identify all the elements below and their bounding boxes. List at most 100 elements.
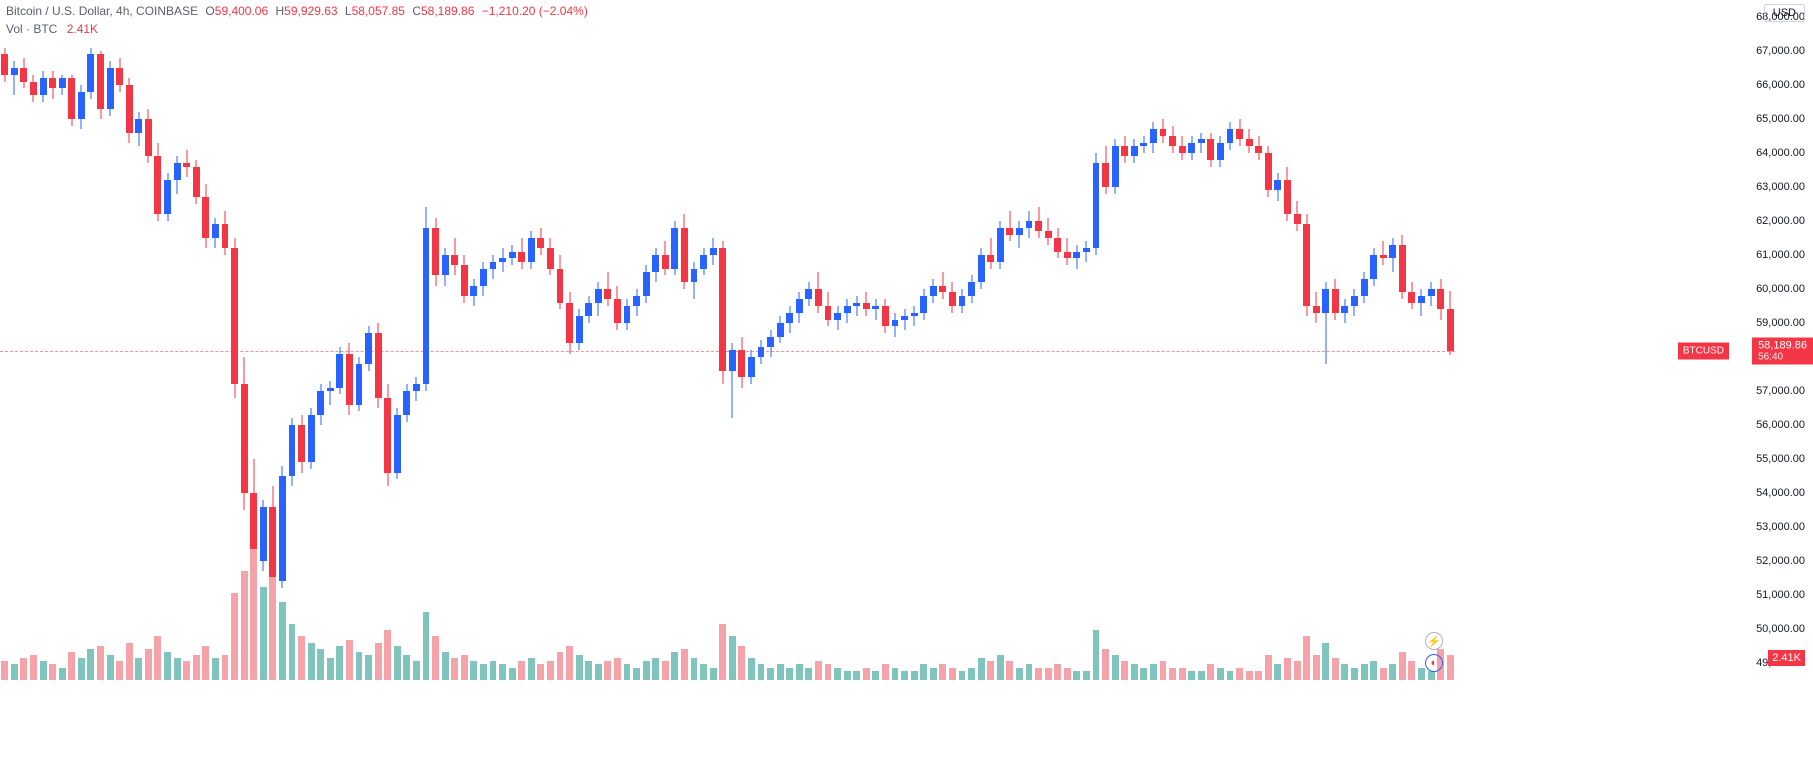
volume-bar [490, 661, 497, 680]
volume-bar [1303, 636, 1310, 680]
y-tick-label: 50,000.00 [1756, 623, 1805, 635]
volume-bar [327, 658, 334, 680]
price-axis[interactable]: 68,000.0067,000.0066,000.0065,000.0064,0… [1729, 0, 1813, 680]
volume-bar [1198, 671, 1205, 680]
y-tick-label: 52,000.00 [1756, 555, 1805, 567]
volume-bar [413, 661, 420, 680]
flag-icon[interactable]: ◐ [1425, 654, 1443, 672]
volume-bar [250, 549, 257, 680]
volume-bar [40, 661, 47, 680]
volume-bar [796, 664, 803, 680]
volume-bar [815, 661, 822, 680]
volume-bar [1332, 658, 1339, 680]
y-tick-label: 64,000.00 [1756, 147, 1805, 159]
volume-bar [260, 587, 267, 680]
volume-bar [1284, 658, 1291, 680]
volume-bar [1054, 664, 1061, 680]
volume-bar [164, 652, 171, 680]
volume-bar [1083, 671, 1090, 680]
volume-bar [442, 652, 449, 680]
volume-bar [1121, 661, 1128, 680]
volume-badge: 2.41K [1768, 650, 1805, 666]
volume-bar [1, 661, 8, 680]
volume-bar [1408, 661, 1415, 680]
volume-bar [1389, 664, 1396, 680]
volume-bar [939, 664, 946, 680]
volume-bar [1351, 668, 1358, 680]
volume-bar [576, 655, 583, 680]
volume-bar [154, 636, 161, 680]
volume-bar [269, 577, 276, 680]
volume-bar [528, 658, 535, 680]
volume-bar [1265, 655, 1272, 680]
volume-bar [1217, 668, 1224, 680]
volume-bar [308, 643, 315, 680]
volume-bar [729, 636, 736, 680]
volume-bar [126, 643, 133, 680]
volume-bar [356, 652, 363, 680]
volume-bar [949, 668, 956, 680]
volume-bar [719, 624, 726, 680]
volume-bar [1169, 668, 1176, 680]
volume-bar [20, 658, 27, 680]
volume-bar [183, 661, 190, 680]
volume-bar [987, 661, 994, 680]
y-tick-label: 63,000.00 [1756, 181, 1805, 193]
y-tick-label: 54,000.00 [1756, 487, 1805, 499]
volume-bar [901, 671, 908, 680]
y-tick-label: 61,000.00 [1756, 249, 1805, 261]
volume-bar [212, 658, 219, 680]
volume-bar [1361, 664, 1368, 680]
volume-bar [604, 661, 611, 680]
volume-bar [777, 664, 784, 680]
alert-icon[interactable]: ⚡ [1425, 632, 1443, 650]
volume-bar [930, 668, 937, 680]
y-tick-label: 57,000.00 [1756, 385, 1805, 397]
volume-bar [1399, 652, 1406, 680]
volume-bar [738, 646, 745, 680]
volume-bar [59, 668, 66, 680]
volume-bar [403, 655, 410, 680]
volume-bar [1207, 664, 1214, 680]
volume-bar [1447, 655, 1454, 680]
volume-bar [1160, 661, 1167, 680]
volume-bar [1370, 661, 1377, 680]
chart-canvas[interactable]: ⚡◐ [0, 0, 1455, 680]
volume-bar [614, 658, 621, 680]
volume-bar [116, 661, 123, 680]
volume-bar [1236, 668, 1243, 680]
volume-bar [700, 664, 707, 680]
volume-bar [1131, 664, 1138, 680]
volume-bar [968, 668, 975, 680]
volume-bar [241, 571, 248, 680]
volume-bar [1227, 671, 1234, 680]
volume-bar [107, 655, 114, 680]
volume-bar [1006, 661, 1013, 680]
volume-bar [222, 655, 229, 680]
volume-bar [691, 658, 698, 680]
volume-bar [1322, 643, 1329, 680]
currency-badge[interactable]: USD [1764, 4, 1805, 22]
volume-bar [432, 636, 439, 680]
volume-bar [997, 655, 1004, 680]
volume-bar [1274, 664, 1281, 680]
volume-bar [461, 655, 468, 680]
volume-bar [346, 640, 353, 680]
volume-bar [375, 643, 382, 680]
volume-bar [451, 658, 458, 680]
volume-bar [537, 664, 544, 680]
volume-bar [844, 671, 851, 680]
volume-bar [423, 612, 430, 680]
volume-bar [87, 649, 94, 680]
y-tick-label: 51,000.00 [1756, 589, 1805, 601]
volume-bar [1140, 668, 1147, 680]
volume-bar [365, 655, 372, 680]
volume-bar [1313, 655, 1320, 680]
volume-bar [384, 630, 391, 680]
volume-bar [279, 602, 286, 680]
volume-bar [480, 664, 487, 680]
volume-bar [671, 652, 678, 680]
y-tick-label: 56,000.00 [1756, 419, 1805, 431]
volume-bar [710, 668, 717, 680]
volume-bar [1035, 668, 1042, 680]
